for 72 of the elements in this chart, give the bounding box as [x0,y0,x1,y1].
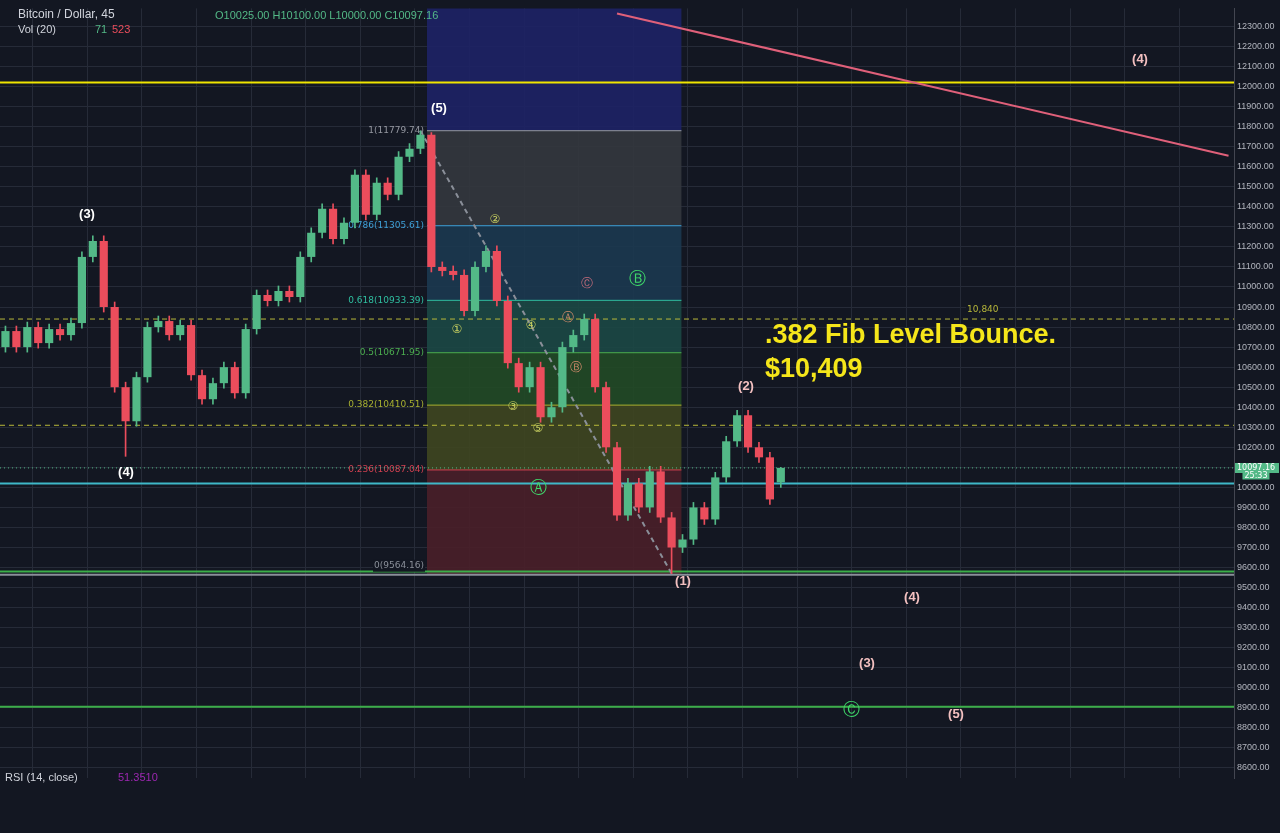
y-tick-label: 9200.00 [1237,642,1270,653]
band-label: 0.382(10410.51) [348,399,424,410]
annotation: Vol (20) [18,23,56,35]
annotation: (4) [904,588,920,604]
y-tick-label: 12100.00 [1237,61,1275,72]
annotation: 51.3510 [118,771,158,783]
y-tick-label: 10300.00 [1237,421,1275,432]
y-tick-label: 10000.00 [1237,481,1275,492]
band-label: 1(11779.74) [368,125,424,136]
y-tick-label: 12200.00 [1237,40,1275,51]
y-tick-label: 9100.00 [1237,662,1270,673]
y-tick-label: 8700.00 [1237,742,1270,753]
annotation: ③ [507,399,519,413]
annotation: Ⓒ [581,274,593,292]
y-tick-label: 11600.00 [1237,161,1274,172]
y-tick-label: 11800.00 [1237,121,1274,132]
annotation: (5) [431,99,447,115]
y-tick-label: 8900.00 [1237,702,1270,713]
y-tick-label: 11100.00 [1237,261,1274,272]
annotation: ② [489,212,501,226]
annotation: (1) [675,572,691,588]
annotation: .382 Fib Level Bounce. [765,318,1057,350]
y-tick-label: 9300.00 [1237,622,1270,633]
annotation: (4) [118,463,134,479]
y-tick-label: 9800.00 [1237,521,1270,532]
y-tick-label: 10700.00 [1237,341,1275,352]
y-tick-label: 10900.00 [1237,301,1275,312]
y-tick-label: 8600.00 [1237,762,1270,773]
annotation: ④ [525,318,537,332]
chart-title: Bitcoin / Dollar, 45 [18,7,115,22]
y-tick-label: 10600.00 [1237,361,1275,372]
y-tick-label: 10800.00 [1237,321,1275,332]
y-tick-label: 9400.00 [1237,602,1270,613]
y-tick-label: 9900.00 [1237,501,1270,512]
y-tick-label: 11000.00 [1237,281,1274,292]
y-tick-label: 12300.00 [1237,20,1275,31]
y-tick-label: 9700.00 [1237,542,1270,553]
annotation: Ⓐ [562,308,574,326]
annotation: (3) [79,205,95,221]
y-tick-label: 9000.00 [1237,682,1270,693]
annotation: Ⓑ [570,358,582,376]
band-label: 0.236(10087.04) [348,464,424,475]
y-tick-label: 10400.00 [1237,401,1275,412]
annotation: 71 [95,23,108,35]
y-tick-label: 11700.00 [1237,141,1274,152]
annotation: O10025.00 H10100.00 L10000.00 C10097.16 [215,9,439,21]
annotation: RSI (14, close) [5,771,78,783]
y-tick-label: 11900.00 [1237,101,1274,112]
y-tick-label: 10200.00 [1237,441,1275,452]
annotation: $10,409 [765,352,863,384]
annotation: (4) [1132,50,1148,66]
ref-line-label: 0(9564.16) [374,560,424,571]
annotation: (2) [738,377,754,393]
y-tick-label: 11500.00 [1237,181,1274,192]
ref-line-label: 10097.16 [1237,463,1276,472]
y-tick-label: 11300.00 [1237,221,1274,232]
annotation: Ⓑ [628,266,646,290]
ref-line-label: 10,840 [967,304,999,315]
text: 25:33 [1242,470,1270,480]
y-tick-label: 9600.00 [1237,562,1270,573]
annotation: (5) [948,705,964,721]
annotation: (3) [859,654,875,670]
band-label: 0.618(10933.39) [348,294,424,305]
y-tick-label: 11200.00 [1237,241,1274,252]
annotation: ① [451,322,463,336]
y-tick-label: 8800.00 [1237,722,1270,733]
y-tick-label: 10500.00 [1237,381,1275,392]
y-tick-label: 12000.00 [1237,81,1275,92]
y-tick-label: 9500.00 [1237,582,1270,593]
y-tick-label: 11400.00 [1237,201,1274,212]
band-label: 0.5(10671.95) [359,347,424,358]
annotation: 523 [112,23,131,35]
